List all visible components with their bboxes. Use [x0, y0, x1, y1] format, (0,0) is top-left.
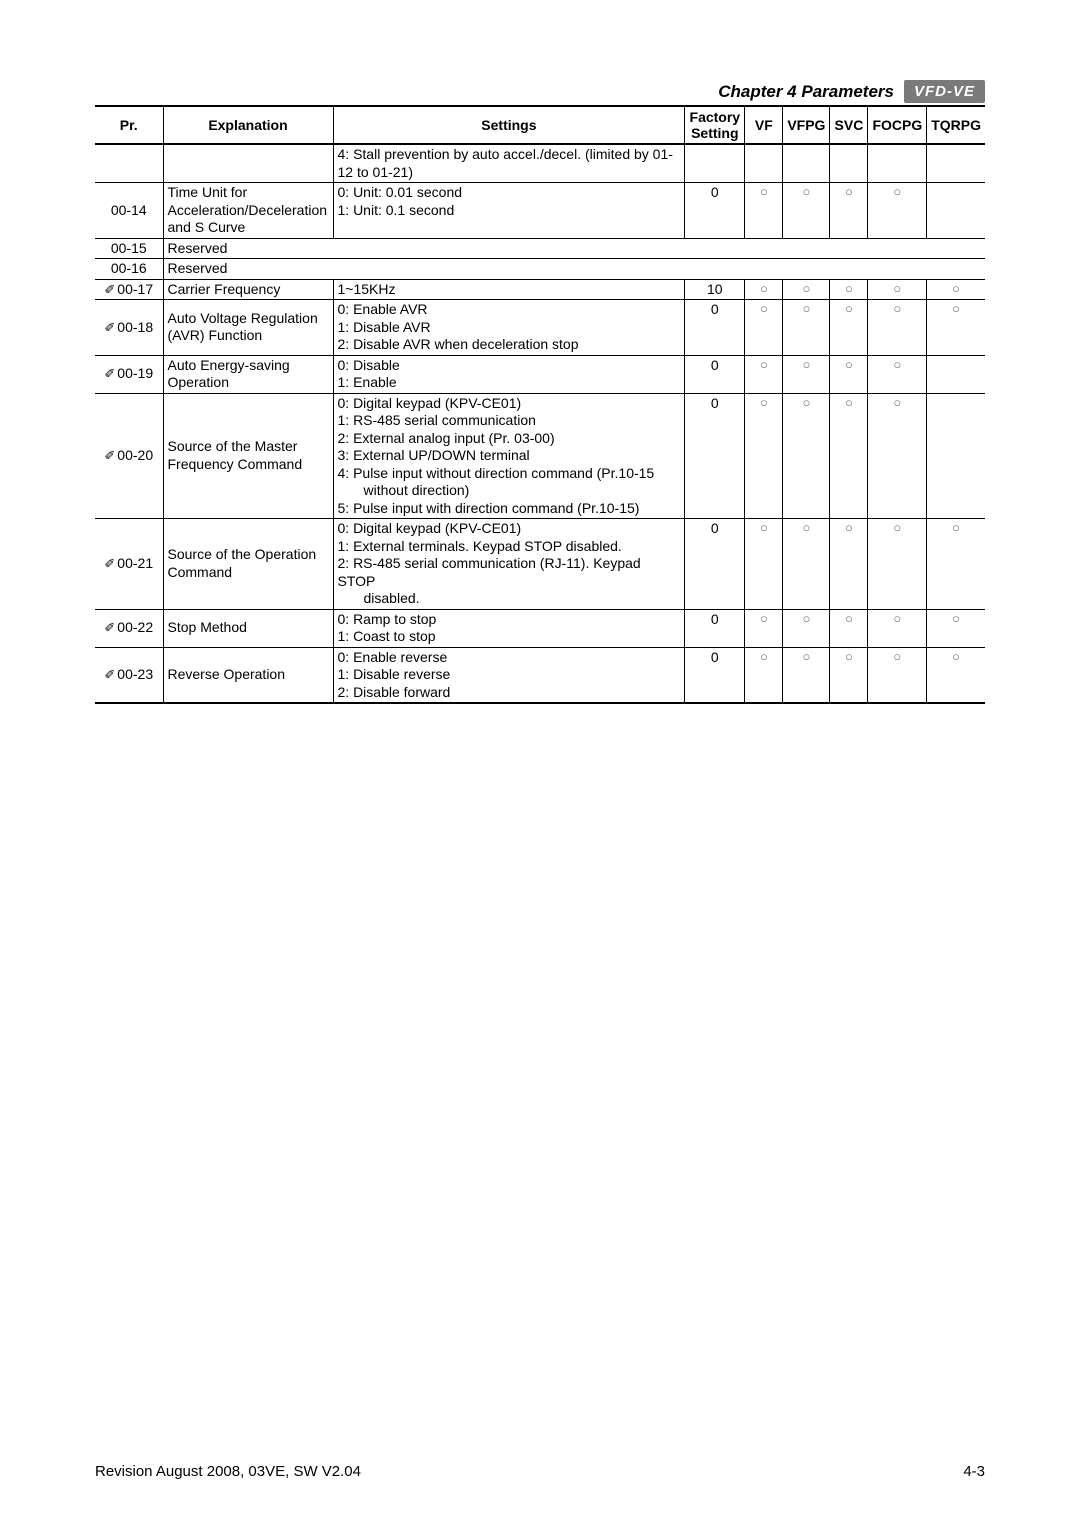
page-content: Chapter 4 Parameters VFD-VE Pr. Explanat…: [0, 0, 1080, 704]
table-row: 00-15 Reserved: [95, 238, 985, 259]
cell-settings: 0: Unit: 0.01 second 1: Unit: 0.1 second: [333, 183, 685, 239]
cell-vf: ○: [745, 183, 783, 239]
table-row: 00-21 Source of the Operation Command 0:…: [95, 519, 985, 610]
table-row: 00-22 Stop Method 0: Ramp to stop 1: Coa…: [95, 609, 985, 647]
footer-revision: Revision August 2008, 03VE, SW V2.04: [95, 1463, 361, 1480]
cell-settings: 4: Stall prevention by auto accel./decel…: [333, 144, 685, 183]
chapter-title: Chapter 4 Parameters: [718, 82, 894, 102]
cell-pr: 00-17: [95, 279, 163, 300]
table-row: 00-18 Auto Voltage Regulation (AVR) Func…: [95, 300, 985, 356]
table-header-row: Pr. Explanation Settings Factory Setting…: [95, 107, 985, 144]
col-vfpg: VFPG: [783, 107, 830, 144]
table-row: 00-17 Carrier Frequency 1~15KHz 10 ○ ○ ○…: [95, 279, 985, 300]
col-svc: SVC: [830, 107, 868, 144]
table-row: 00-23 Reverse Operation 0: Enable revers…: [95, 647, 985, 703]
col-tqrpg: TQRPG: [927, 107, 985, 144]
col-pr: Pr.: [95, 107, 163, 144]
cell-factory: 0: [685, 183, 745, 239]
brand-logo: VFD-VE: [904, 80, 985, 103]
table-row: 00-19 Auto Energy-saving Operation 0: Di…: [95, 355, 985, 393]
cell-reserved: Reserved: [163, 238, 985, 259]
pencil-icon: [104, 365, 117, 381]
col-vf: VF: [745, 107, 783, 144]
cell-reserved: Reserved: [163, 259, 985, 280]
table-row: 4: Stall prevention by auto accel./decel…: [95, 144, 985, 183]
cell-exp: Time Unit for Acceleration/Deceleration …: [163, 183, 333, 239]
col-factory: Factory Setting: [685, 107, 745, 144]
pencil-icon: [104, 319, 117, 335]
cell-vfpg: ○: [783, 183, 830, 239]
col-focpg: FOCPG: [868, 107, 927, 144]
cell-pr: 00-15: [95, 238, 163, 259]
pencil-icon: [104, 666, 117, 682]
cell-svc: ○: [830, 183, 868, 239]
cell-pr: 00-14: [95, 183, 163, 239]
pencil-icon: [104, 447, 117, 463]
cell-tqrpg: [927, 183, 985, 239]
table-row: 00-14 Time Unit for Acceleration/Deceler…: [95, 183, 985, 239]
parameter-table: Pr. Explanation Settings Factory Setting…: [95, 107, 985, 704]
col-explanation: Explanation: [163, 107, 333, 144]
cell-settings: 1~15KHz: [333, 279, 685, 300]
table-row: 00-16 Reserved: [95, 259, 985, 280]
footer-page-number: 4-3: [963, 1463, 985, 1480]
table-row: 00-20 Source of the Master Frequency Com…: [95, 393, 985, 519]
cell-factory: 10: [685, 279, 745, 300]
page-header: Chapter 4 Parameters VFD-VE: [95, 80, 985, 107]
pencil-icon: [104, 281, 117, 297]
page-footer: Revision August 2008, 03VE, SW V2.04 4-3: [95, 1463, 985, 1480]
cell-exp: Carrier Frequency: [163, 279, 333, 300]
pencil-icon: [104, 555, 117, 571]
cell-focpg: ○: [868, 183, 927, 239]
pencil-icon: [104, 619, 117, 635]
cell-pr: 00-16: [95, 259, 163, 280]
col-settings: Settings: [333, 107, 685, 144]
